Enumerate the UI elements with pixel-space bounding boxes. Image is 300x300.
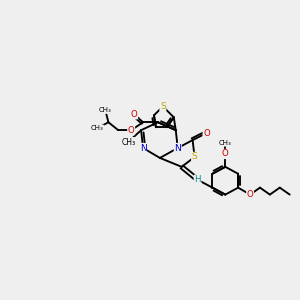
Text: O: O (222, 149, 229, 158)
Text: N: N (174, 143, 181, 152)
Text: O: O (128, 126, 135, 135)
Text: CH₃: CH₃ (99, 107, 112, 113)
Text: O: O (131, 110, 137, 119)
Text: CH₃: CH₃ (91, 125, 104, 131)
Text: O: O (247, 190, 254, 199)
Text: CH₃: CH₃ (219, 140, 232, 146)
Text: S: S (160, 102, 166, 111)
Text: H: H (194, 175, 201, 184)
Text: N: N (140, 143, 146, 152)
Text: O: O (203, 129, 210, 138)
Text: S: S (192, 152, 197, 161)
Text: CH₃: CH₃ (121, 138, 135, 147)
